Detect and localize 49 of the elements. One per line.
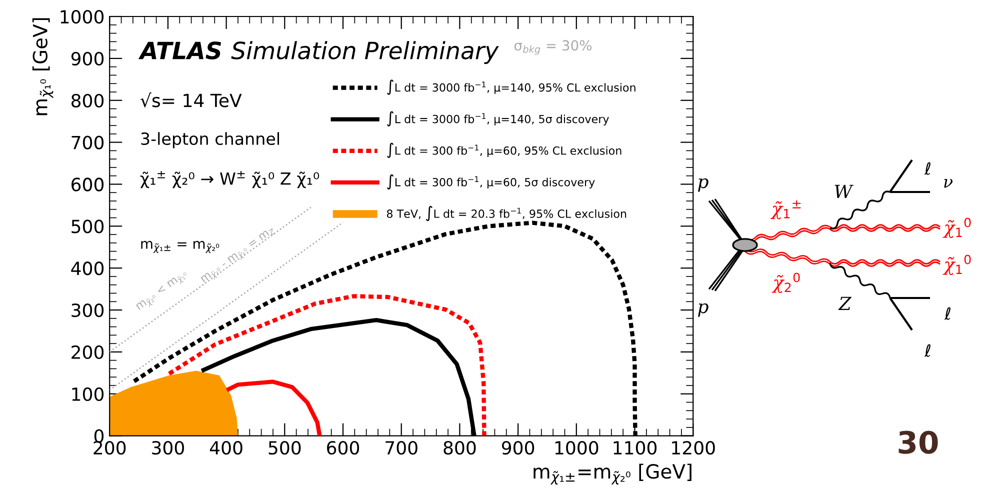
y-tick-label: 900 (71, 52, 104, 66)
x-tick-label: 300 (152, 440, 184, 455)
y-tick-label: 1000 (60, 10, 104, 24)
text: 30 (898, 430, 938, 454)
text: χ̃$_{2}$$^{0}$ (772, 272, 800, 294)
legend-label: 8 TeV, ∫L dt = 20.3 fb$^{−1}$, 95% CL exclusion (386, 206, 626, 222)
x-tick-label: 400 (210, 440, 242, 455)
legend-label: ∫L dt = 3000 fb$^{−1}$, μ=140, 5σ discovery (387, 111, 609, 126)
text: p (698, 178, 708, 192)
y-tick-label: 300 (72, 303, 104, 318)
text: Z (838, 296, 852, 310)
y-axis-title: m$_{χ̃₁⁰}$ [GeV] (32, 18, 54, 116)
x-tick-label: 500 (268, 440, 301, 455)
x-tick-label: 1100 (614, 440, 657, 455)
text: ℓ (924, 162, 930, 175)
x-tick-label: 700 (386, 440, 418, 455)
x-tick-label: 200 (94, 440, 126, 455)
legend-label: ∫L dt = 300 fb$^{−1}$, μ=60, 5σ discovery (387, 174, 595, 190)
text: χ̃$_{1}$$^{±}$ (770, 200, 801, 220)
y-tick-label: 800 (72, 94, 104, 108)
x-axis-title: m$_{χ̃₁±}$=m$_{χ̃₂⁰}$ [GeV] (534, 464, 692, 484)
text: ATLAS (138, 42, 222, 60)
annotation: m$_{χ̃₁±}$ = m$_{χ̃₂⁰}$ (141, 240, 220, 253)
text: ℓ (944, 307, 950, 320)
legend-label: ∫L dt = 300 fb$^{−1}$, μ=60, 95% CL exclusion (387, 142, 622, 158)
annotation: χ̃₁$^{±}$ χ̃₂⁰ → W$^{±}$ χ̃₁⁰ Z χ̃₁⁰ (140, 170, 320, 188)
annotation: m$_{χ̃₂⁰}$ < m$_{χ̃₁⁰}$ (136, 270, 190, 313)
text: Simulation Preliminary (231, 41, 499, 64)
x-tick-label: 900 (502, 440, 534, 455)
text: χ̃$_{1}$$^{0}$ (942, 218, 971, 238)
y-tick-label: 700 (72, 136, 104, 150)
annotation: √s= 14 TeV (140, 92, 242, 108)
legend-label: ∫L dt = 3000 fb$^{−1}$, μ=140, 95% CL exclusion (387, 80, 636, 95)
x-tick-label: 1200 (672, 440, 715, 455)
x-tick-label: 600 (327, 440, 360, 455)
x-tick-label: 1000 (555, 440, 598, 455)
text: χ̃$_{1}$$^{0}$ (942, 254, 971, 276)
annotation: σ$_{bkg}$ = 30% (514, 40, 592, 55)
text: W (834, 184, 854, 198)
y-tick-label: 200 (72, 345, 104, 360)
annotation: 3-lepton channel (141, 132, 280, 148)
y-tick-label: 600 (72, 178, 104, 192)
x-tick-label: 800 (444, 440, 476, 455)
text: ν (944, 178, 953, 188)
y-tick-label: 100 (72, 387, 104, 401)
text: p (698, 303, 708, 317)
text: ℓ (924, 344, 930, 357)
y-tick-label: 500 (72, 220, 104, 234)
y-tick-label: 400 (71, 262, 104, 276)
